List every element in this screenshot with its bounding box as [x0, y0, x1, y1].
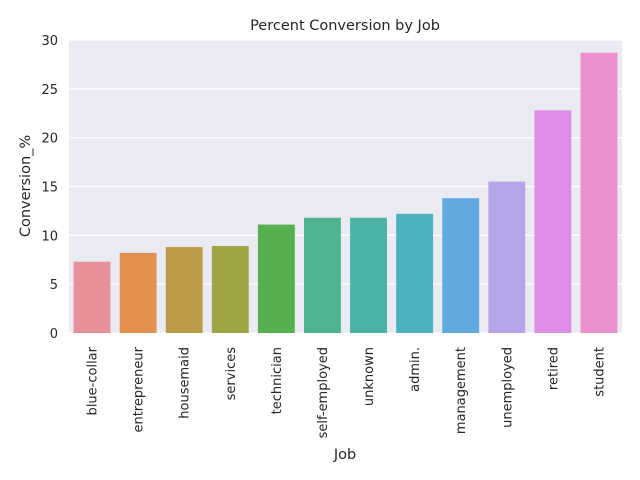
y-axis-title: Conversion_%: [18, 135, 34, 237]
x-tick-label: unemployed: [500, 347, 515, 428]
y-tick-label: 15: [41, 181, 58, 196]
bar-services: [211, 246, 249, 333]
x-tick-label: entrepreneur: [132, 346, 147, 432]
bar-retired: [534, 110, 572, 333]
bar-admin: [396, 213, 434, 333]
bar-management: [442, 198, 480, 333]
x-tick-label: technician: [270, 347, 285, 414]
y-tick-label: 25: [41, 83, 58, 98]
x-tick-label: management: [454, 347, 469, 434]
bar-blue-collar: [73, 261, 111, 333]
x-tick-label: self-employed: [316, 347, 331, 438]
y-tick-label: 5: [50, 278, 58, 293]
x-axis-title: Job: [333, 447, 356, 463]
y-tick-label: 20: [41, 132, 58, 147]
x-tick-label: retired: [546, 347, 561, 390]
grid-lines: [69, 39, 622, 334]
y-tick-label: 0: [50, 327, 58, 342]
y-tick-label: 30: [41, 34, 58, 49]
x-tick-label: housemaid: [178, 347, 193, 419]
x-tick-labels: blue-collar entrepreneur housemaid services…: [86, 346, 608, 438]
y-tick-labels: 0 5 10 15 20 25 30: [41, 34, 58, 342]
x-tick-label: unknown: [362, 347, 377, 406]
bar-technician: [257, 224, 295, 333]
bar-housemaid: [165, 247, 203, 333]
bar-student: [580, 52, 618, 334]
x-tick-label: admin.: [408, 347, 423, 392]
bars: [73, 52, 618, 334]
y-tick-label: 10: [41, 229, 58, 244]
bar-unemployed: [488, 181, 526, 333]
chart-title: Percent Conversion by Job: [250, 18, 440, 34]
x-tick-label: student: [592, 347, 607, 397]
x-tick-label: services: [224, 347, 239, 401]
x-tick-label: blue-collar: [86, 346, 101, 415]
bar-entrepreneur: [119, 252, 157, 333]
bar-unknown: [350, 217, 387, 333]
bar-self-employed: [304, 217, 341, 333]
